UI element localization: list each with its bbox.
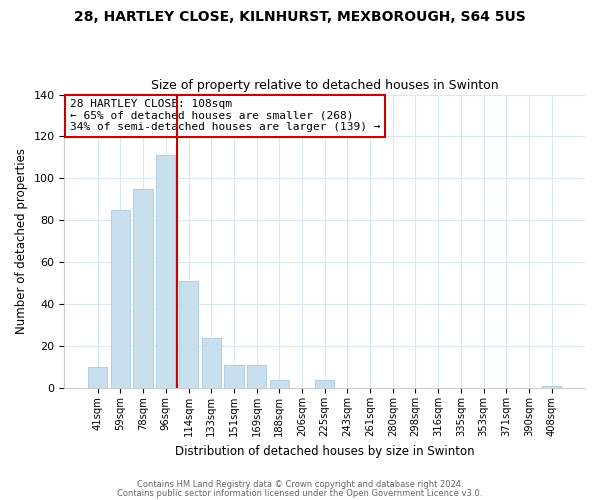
Text: 28 HARTLEY CLOSE: 108sqm
← 65% of detached houses are smaller (268)
34% of semi-: 28 HARTLEY CLOSE: 108sqm ← 65% of detach… [70, 99, 380, 132]
Bar [224, 365, 244, 388]
Bar [88, 367, 107, 388]
Bar [247, 365, 266, 388]
Text: 28, HARTLEY CLOSE, KILNHURST, MEXBOROUGH, S64 5US: 28, HARTLEY CLOSE, KILNHURST, MEXBOROUGH… [74, 10, 526, 24]
Title: Size of property relative to detached houses in Swinton: Size of property relative to detached ho… [151, 79, 499, 92]
Bar [202, 338, 221, 388]
Text: Contains HM Land Registry data © Crown copyright and database right 2024.: Contains HM Land Registry data © Crown c… [137, 480, 463, 489]
Bar [269, 380, 289, 388]
Text: Contains public sector information licensed under the Open Government Licence v3: Contains public sector information licen… [118, 488, 482, 498]
Bar [133, 189, 153, 388]
Bar [315, 380, 334, 388]
X-axis label: Distribution of detached houses by size in Swinton: Distribution of detached houses by size … [175, 444, 475, 458]
Bar [542, 386, 562, 388]
Bar [156, 156, 175, 388]
Bar [179, 281, 198, 388]
Y-axis label: Number of detached properties: Number of detached properties [15, 148, 28, 334]
Bar [111, 210, 130, 388]
